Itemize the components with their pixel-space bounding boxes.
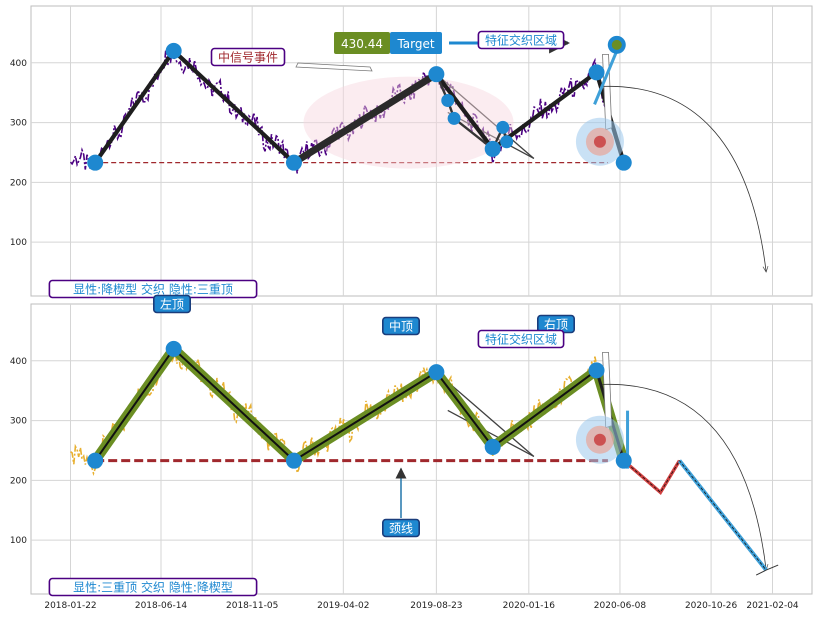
y-tick-label: 300	[10, 119, 27, 129]
target-drop-line	[593, 50, 619, 105]
y-tick-label: 400	[10, 59, 27, 69]
wedge-upper-line	[435, 73, 535, 159]
pivot-point-6	[588, 362, 605, 379]
y-tick-label: 100	[10, 238, 27, 248]
pivot-point-1	[87, 154, 104, 171]
projection-dotted	[623, 459, 767, 571]
target-bracket	[755, 564, 779, 576]
pivot-point-4	[428, 66, 445, 83]
intersection-zone-label: 特征交织区域	[477, 30, 565, 50]
zone-ring-inner	[593, 433, 606, 446]
zone-ring-inner	[593, 135, 606, 148]
target-value-box	[334, 32, 390, 54]
pivot-point-7	[615, 154, 632, 171]
pivot-point-2	[165, 340, 182, 357]
wedge-lower-line	[447, 111, 535, 160]
x-tick-label: 2018-06-14	[135, 601, 188, 611]
pivot-point-7	[615, 452, 632, 469]
intersection-zone-label-box	[477, 329, 565, 349]
intersection-zone-label-text: 特征交织区域	[485, 33, 557, 48]
pattern-label-bottom: 显性:三重顶 交织 隐性:降楔型	[48, 577, 258, 597]
pivot-point-4	[428, 364, 445, 381]
x-tick-label: 2019-04-02	[317, 601, 369, 611]
pattern-label-top: 显性:降楔型 交织 隐性:三重顶	[48, 279, 258, 299]
middle-top-label-text: 中顶	[389, 319, 413, 334]
neckline-label: 颈线	[381, 518, 420, 538]
x-tick-label: 2020-06-08	[594, 601, 647, 611]
y-tick-label: 200	[10, 476, 27, 486]
panel-frame-bottom	[30, 303, 813, 595]
y-tick-label: 200	[10, 178, 27, 188]
target-label-box	[390, 32, 442, 54]
x-tick-label: 2018-11-05	[226, 601, 278, 611]
projection-arc	[602, 383, 767, 570]
target-label: Target	[396, 37, 434, 51]
right-top-label-text: 右顶	[544, 317, 568, 332]
x-tick-label: 2020-01-16	[503, 601, 556, 611]
pattern-label-top-text: 显性:降楔型 交织 隐性:三重顶	[73, 282, 233, 297]
left-top-label: 左顶	[153, 294, 192, 314]
target-value: 430.44	[341, 37, 383, 51]
x-tick-label: 2020-10-26	[685, 601, 738, 611]
y-tick-label: 400	[10, 357, 27, 367]
neckline-label-box	[381, 518, 420, 538]
pivot-point-6	[588, 64, 605, 81]
wedge-point	[447, 111, 461, 125]
signal-event-label-text: 中信号事件	[218, 50, 278, 65]
middle-top-label: 中顶	[381, 316, 420, 336]
wedge-point	[500, 135, 514, 149]
y-tick-label: 300	[10, 417, 27, 427]
signal-event-label-box	[210, 47, 286, 67]
pivot-point-5	[484, 438, 501, 455]
x-tick-label: 2018-01-22	[44, 601, 96, 611]
signal-event-arrow	[295, 62, 373, 72]
y-tick-label: 100	[10, 536, 27, 546]
left-top-label-text: 左顶	[160, 297, 184, 312]
neckline-label-text: 颈线	[389, 522, 413, 536]
left-top-label-box	[153, 294, 192, 314]
pattern-label-bottom-box	[48, 577, 258, 597]
wedge-point	[496, 120, 510, 134]
target-point	[611, 39, 622, 50]
signal-event-label: 中信号事件	[210, 47, 286, 67]
x-tick-label: 2019-08-23	[410, 601, 462, 611]
wedge-highlight	[303, 76, 514, 169]
middle-top-label-box	[381, 316, 420, 336]
pivot-point-3	[285, 154, 302, 171]
pivot-point-1	[87, 452, 104, 469]
pattern-label-bottom-text: 显性:三重顶 交织 隐性:降楔型	[73, 580, 233, 595]
wedge-lower-line	[447, 409, 535, 458]
intersection-zone-label-text: 特征交织区域	[485, 332, 557, 347]
pattern-label-top-box	[48, 279, 258, 299]
x-tick-label: 2021-02-04	[746, 601, 799, 611]
pivot-point-5	[484, 140, 501, 157]
breakout-leg	[292, 71, 439, 166]
projection-arc	[602, 85, 767, 272]
wedge-point	[441, 93, 455, 107]
pivot-point-2	[165, 42, 182, 59]
pivot-point-3	[285, 452, 302, 469]
intersection-zone-label: 特征交织区域	[477, 329, 565, 349]
intersection-zone-label-box	[477, 30, 565, 50]
